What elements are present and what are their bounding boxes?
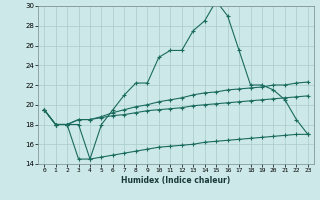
X-axis label: Humidex (Indice chaleur): Humidex (Indice chaleur) xyxy=(121,176,231,185)
